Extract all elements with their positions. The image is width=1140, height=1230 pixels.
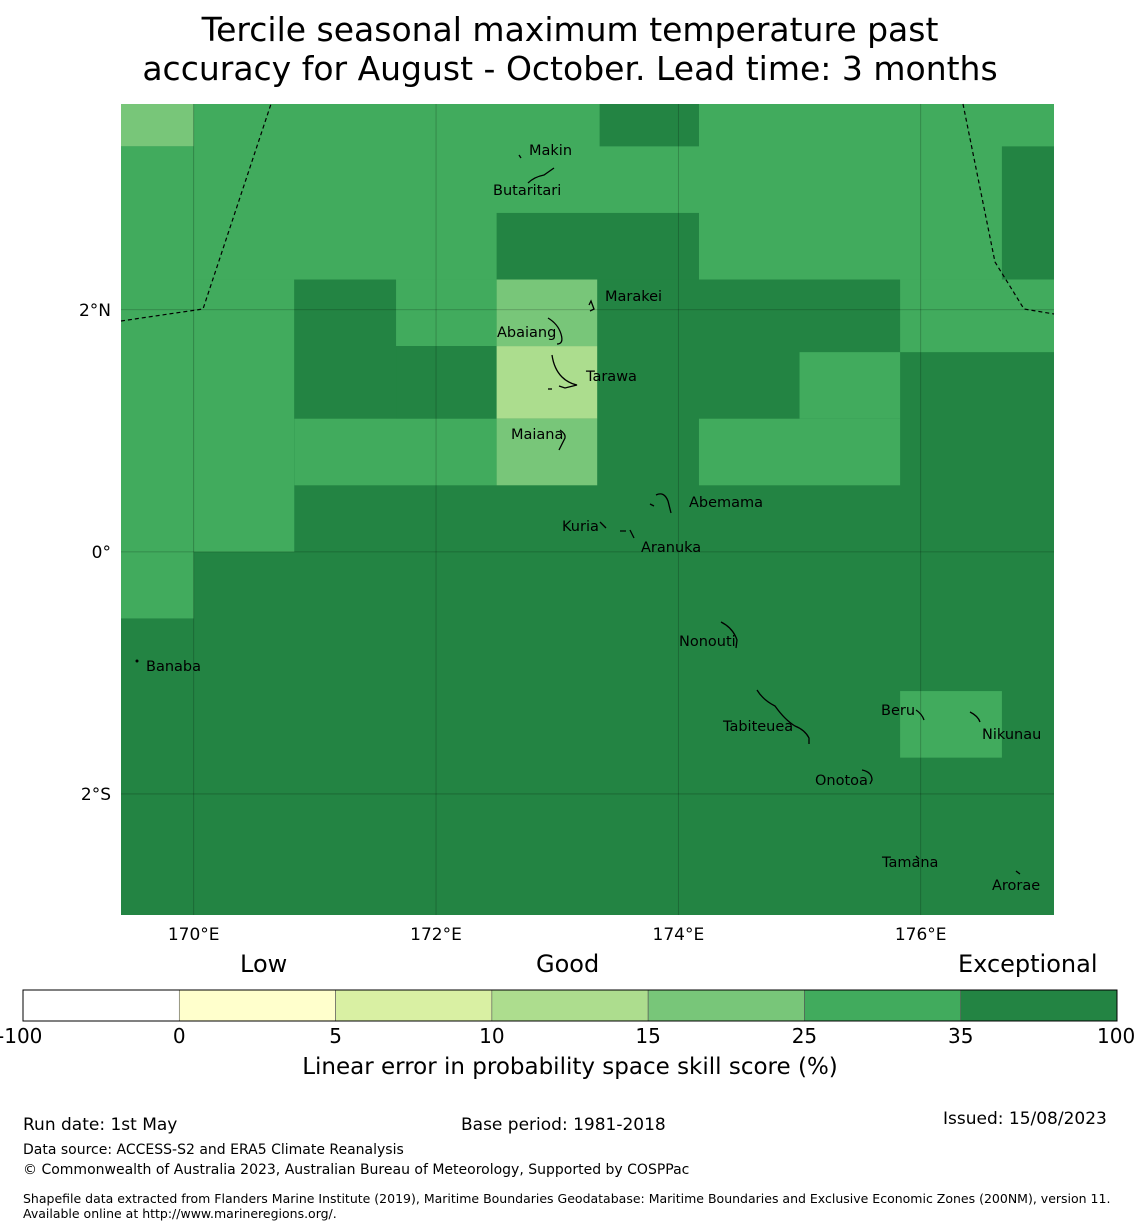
skill-cell	[496, 346, 598, 419]
island-outline	[915, 709, 925, 721]
lon-tick-label: 174°E	[653, 925, 705, 945]
island-label-nonouti: Nonouti	[679, 634, 736, 650]
skill-cell	[496, 418, 598, 486]
skill-cell	[496, 212, 699, 280]
island-outline	[135, 659, 139, 663]
skill-cell	[1001, 146, 1054, 280]
island-label-tabiteuea: Tabiteuea	[722, 719, 793, 735]
colorbar-head-exceptional: Exceptional	[958, 950, 1098, 978]
island-label-tarawa: Tarawa	[585, 369, 637, 385]
eez-boundaries	[120, 103, 1055, 322]
skill-cell	[396, 279, 497, 347]
colorbar	[22, 989, 1118, 1022]
island-outline	[720, 621, 738, 649]
island-label-butaritari: Butaritari	[493, 183, 561, 199]
graticule	[121, 104, 1054, 915]
skill-cell	[599, 104, 699, 147]
skill-cell	[396, 346, 497, 419]
colorbar-tick-label: 100	[1097, 1024, 1136, 1048]
lat-tick-label: 0°	[92, 543, 111, 563]
colorbar-segment	[804, 989, 962, 1022]
colorbar-segment	[335, 989, 493, 1022]
island-outline	[756, 689, 810, 744]
island-label-nikunau: Nikunau	[982, 727, 1041, 743]
island-outline	[649, 493, 672, 514]
skill-cell	[294, 418, 497, 486]
colorbar-tick-label: 35	[947, 1024, 974, 1048]
shapefile-credit: Shapefile data extracted from Flanders M…	[23, 1191, 1111, 1221]
island-label-abemama: Abemama	[689, 495, 763, 511]
skill-cells	[121, 104, 1054, 915]
axis-labels: 170°E 172°E 174°E 176°E 2°N 0° 2°S	[79, 301, 947, 945]
lat-tick-label: 2°N	[79, 301, 111, 321]
issued-date: Issued: 15/08/2023	[943, 1109, 1107, 1129]
colorbar-segment	[22, 989, 180, 1022]
island-label-maiana: Maiana	[511, 427, 563, 443]
colorbar-segment	[960, 989, 1118, 1022]
title-line-2: accuracy for August - October. Lead time…	[142, 49, 998, 88]
colorbar-head-low: Low	[240, 950, 288, 978]
skill-cell	[698, 418, 901, 486]
island-outline	[861, 769, 873, 785]
chart-title: Tercile seasonal maximum temperature pas…	[0, 10, 1140, 88]
island-outline	[551, 354, 578, 389]
island-label-kuria: Kuria	[562, 519, 599, 535]
base-period: Base period: 1981-2018	[461, 1115, 666, 1135]
skill-cell	[496, 279, 598, 347]
island-outlines: Makin Butaritari Marakei Abaiang Tarawa Maian…	[135, 143, 1041, 894]
colorbar-frame	[22, 989, 1118, 1022]
colorbar-segment	[491, 989, 649, 1022]
island-label-marakei: Marakei	[605, 289, 662, 305]
colorbar-tick-label: 10	[479, 1024, 505, 1048]
copyright: © Commonwealth of Australia 2023, Austra…	[23, 1162, 690, 1178]
eez-boundary-west	[120, 103, 272, 322]
skill-cell	[121, 146, 194, 619]
run-date: Run date: 1st May	[23, 1115, 178, 1135]
skill-cell	[799, 352, 901, 419]
colorbar-tick-label: 25	[791, 1024, 818, 1048]
island-outline	[518, 154, 522, 159]
island-outline	[915, 855, 920, 860]
colorbar-tick-label: 0	[172, 1024, 186, 1048]
island-label-makin: Makin	[529, 143, 572, 159]
lon-tick-label: 176°E	[895, 925, 947, 945]
island-outline	[620, 529, 635, 539]
island-outline	[969, 711, 981, 723]
island-outline	[547, 317, 563, 345]
eez-boundary-east	[962, 103, 1055, 315]
skill-cell	[121, 104, 194, 147]
skill-cell	[193, 279, 295, 552]
island-label-arorae: Arorae	[992, 878, 1040, 894]
colorbar-tick-label: -100	[0, 1024, 43, 1048]
colorbar-head-good: Good	[536, 950, 600, 978]
island-outline	[588, 299, 595, 312]
island-label-aranuka: Aranuka	[641, 540, 701, 556]
lat-tick-label: 2°S	[81, 785, 111, 805]
island-outline	[1015, 870, 1021, 875]
colorbar-segment	[647, 989, 805, 1022]
island-label-banaba: Banaba	[146, 659, 201, 675]
island-label-abaiang: Abaiang	[497, 325, 556, 341]
skill-cell	[900, 279, 1054, 353]
island-label-beru: Beru	[881, 703, 915, 719]
colorbar-tick-label: 5	[329, 1024, 342, 1048]
lon-tick-label: 172°E	[410, 925, 462, 945]
data-source: Data source: ACCESS-S2 and ERA5 Climate …	[23, 1142, 404, 1158]
lon-tick-label: 170°E	[168, 925, 220, 945]
colorbar-label: Linear error in probability space skill …	[302, 1054, 838, 1080]
colorbar-tick-label: 15	[635, 1024, 661, 1048]
skill-cell	[900, 691, 1002, 758]
island-outline	[558, 429, 566, 451]
island-label-tamana: Tamana	[881, 855, 938, 871]
island-outline	[599, 521, 607, 529]
island-label-onotoa: Onotoa	[815, 773, 868, 789]
island-outline	[527, 167, 555, 184]
title-line-1: Tercile seasonal maximum temperature pas…	[201, 10, 939, 49]
colorbar-segment	[178, 989, 336, 1022]
